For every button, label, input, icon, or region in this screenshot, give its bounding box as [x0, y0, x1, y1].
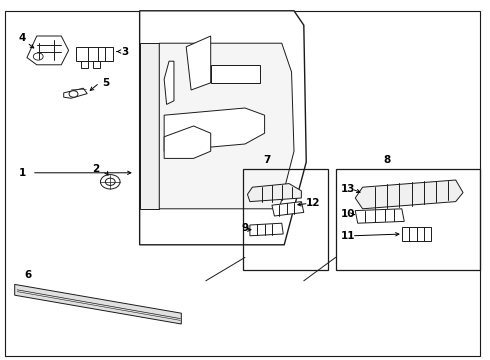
- Polygon shape: [164, 61, 174, 104]
- Text: 9: 9: [242, 222, 248, 233]
- Polygon shape: [140, 43, 159, 209]
- Text: 4: 4: [18, 33, 26, 43]
- Bar: [243, 169, 328, 270]
- Polygon shape: [27, 36, 69, 65]
- Polygon shape: [250, 223, 283, 236]
- Text: 2: 2: [92, 164, 99, 174]
- Text: 1: 1: [19, 168, 25, 178]
- Polygon shape: [140, 11, 306, 245]
- Polygon shape: [159, 43, 294, 209]
- Bar: [93, 61, 100, 68]
- Polygon shape: [15, 284, 181, 324]
- Circle shape: [100, 175, 120, 189]
- Text: 13: 13: [341, 184, 355, 194]
- Polygon shape: [272, 202, 304, 216]
- Text: 8: 8: [384, 155, 391, 165]
- Text: 3: 3: [122, 47, 128, 57]
- Text: 11: 11: [341, 231, 355, 241]
- Polygon shape: [164, 108, 265, 151]
- Bar: [336, 169, 480, 270]
- Polygon shape: [355, 209, 404, 223]
- Bar: [76, 47, 113, 61]
- Bar: [81, 61, 88, 68]
- Polygon shape: [402, 227, 431, 241]
- Polygon shape: [355, 180, 463, 209]
- Circle shape: [33, 53, 43, 60]
- Text: 5: 5: [102, 78, 109, 88]
- Polygon shape: [186, 36, 211, 90]
- Text: 7: 7: [263, 155, 271, 165]
- Circle shape: [69, 91, 78, 97]
- Circle shape: [105, 178, 115, 185]
- Text: 12: 12: [305, 198, 320, 208]
- Text: 6: 6: [25, 270, 32, 280]
- Polygon shape: [211, 65, 260, 83]
- Polygon shape: [164, 126, 211, 158]
- Polygon shape: [64, 88, 87, 98]
- Polygon shape: [247, 184, 301, 202]
- Text: 10: 10: [341, 209, 355, 219]
